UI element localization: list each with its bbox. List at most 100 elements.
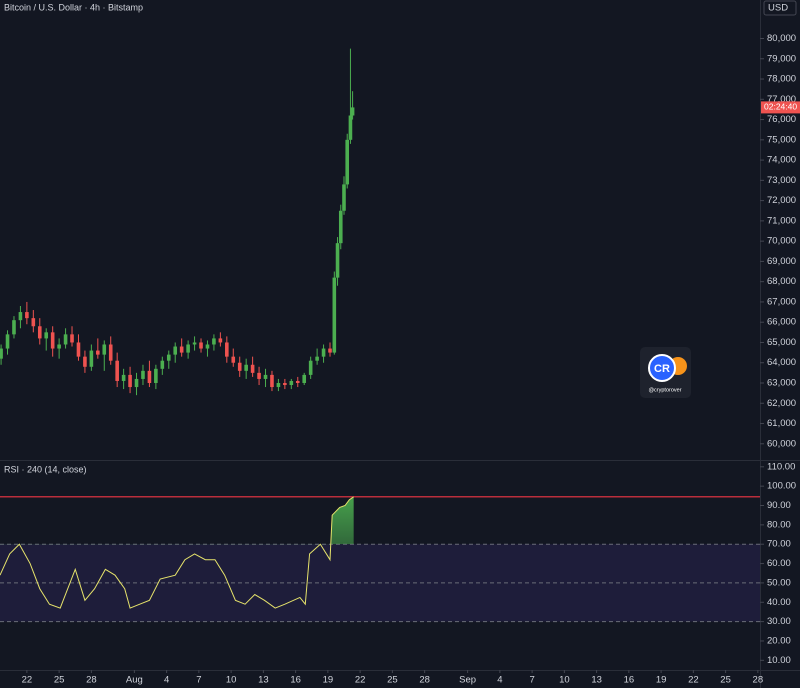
candle-body <box>276 382 281 388</box>
y-tick-label: 75,000 <box>767 134 796 145</box>
y-tick-label: 80,000 <box>767 33 796 44</box>
candle-body <box>350 107 355 116</box>
currency-label[interactable]: USD <box>768 3 788 14</box>
candle-body <box>332 277 337 353</box>
candle-body <box>186 344 190 353</box>
y-tick-label: 110.00 <box>767 461 795 472</box>
chart-title: Bitcoin / U.S. Dollar · 4h · Bitstamp <box>4 2 143 12</box>
candle-body <box>231 356 236 363</box>
x-tick-label: 28 <box>419 675 430 686</box>
candle-body <box>173 346 178 355</box>
watermark-handle: @cryptorover <box>648 387 681 393</box>
y-tick-label: 70,000 <box>767 236 796 247</box>
y-tick-label: 79,000 <box>767 53 796 64</box>
currency-box[interactable] <box>763 0 797 16</box>
x-tick-label: 22 <box>22 675 33 686</box>
candle-body <box>237 362 242 371</box>
watermark: CR @cryptorover <box>640 347 691 398</box>
candle-body <box>335 243 340 278</box>
y-tick-label: 80.00 <box>767 519 791 530</box>
candle-body <box>283 382 287 386</box>
y-tick-label: 30.00 <box>767 616 791 627</box>
candle-body <box>18 312 23 321</box>
y-tick-label: 61,000 <box>767 418 796 429</box>
candle-body <box>179 346 184 353</box>
x-tick-label: Sep <box>459 675 476 686</box>
rsi-title: RSI · 240 (14, close) <box>4 464 87 474</box>
candle-body <box>160 360 165 369</box>
y-tick-label: 40.00 <box>767 597 791 608</box>
y-tick-label: 50.00 <box>767 577 791 588</box>
rsi-line <box>0 496 354 609</box>
x-tick-label: 25 <box>387 675 398 686</box>
candle-body <box>263 374 268 379</box>
x-tick-label: 13 <box>258 675 269 686</box>
x-tick-label: 19 <box>323 675 334 686</box>
candle-body <box>134 378 139 388</box>
y-tick-label: 70.00 <box>767 539 791 550</box>
candle-body <box>244 364 248 371</box>
x-tick-label: 22 <box>355 675 366 686</box>
y-tick-label: 60,000 <box>767 438 796 449</box>
x-tick-label: 4 <box>164 675 169 686</box>
y-tick-label: 60.00 <box>767 558 791 569</box>
candle-body <box>225 342 229 357</box>
candle-body <box>121 374 126 381</box>
candle-body <box>345 139 350 185</box>
x-tick-label: 22 <box>688 675 699 686</box>
candle-body <box>338 210 343 244</box>
x-tick-label: 16 <box>624 675 635 686</box>
y-tick-label: 90.00 <box>767 500 791 511</box>
y-tick-label: 71,000 <box>767 215 796 226</box>
candle-body <box>257 372 261 379</box>
candle-body <box>0 348 3 359</box>
candle-body <box>70 334 74 343</box>
y-tick-label: 73,000 <box>767 175 796 186</box>
candle-body <box>102 344 107 355</box>
candle-body <box>115 360 119 381</box>
candle-body <box>342 184 346 211</box>
y-tick-label: 20.00 <box>767 635 791 646</box>
candle-body <box>141 370 145 379</box>
candle-body <box>192 342 197 345</box>
candle-body <box>44 332 49 339</box>
candle-body <box>83 356 87 367</box>
candle-body <box>315 356 319 361</box>
candle-body <box>50 332 55 349</box>
candle-body <box>205 344 210 349</box>
candle-body <box>108 344 113 361</box>
y-tick-label: 68,000 <box>767 276 796 287</box>
y-tick-label: 76,000 <box>767 114 796 125</box>
candle-body <box>321 348 326 357</box>
y-tick-label: 72,000 <box>767 195 796 206</box>
watermark-logo <box>648 354 676 382</box>
y-tick-label: 63,000 <box>767 378 796 389</box>
candle-body <box>154 368 158 383</box>
x-tick-label: 4 <box>497 675 502 686</box>
candle-body <box>250 364 255 373</box>
candle-body <box>128 374 132 388</box>
candle-body <box>308 360 313 375</box>
candle-body <box>212 338 216 345</box>
candle-body <box>63 334 68 345</box>
x-tick-label: 16 <box>290 675 301 686</box>
candle-body <box>25 312 29 319</box>
candle-body <box>76 342 81 357</box>
candle-body <box>96 350 100 355</box>
candle-body <box>302 374 307 383</box>
candle-body <box>147 370 152 383</box>
y-tick-label: 69,000 <box>767 256 796 267</box>
x-tick-label: 25 <box>720 675 731 686</box>
countdown-tag <box>761 101 800 114</box>
candle-body <box>37 326 42 339</box>
y-tick-label: 77,000 <box>767 94 796 105</box>
y-tick-label: 78,000 <box>767 74 796 85</box>
x-tick-label: 10 <box>226 675 237 686</box>
x-tick-label: 7 <box>529 675 534 686</box>
candle-body <box>289 380 294 386</box>
y-tick-label: 67,000 <box>767 296 796 307</box>
candle-body <box>199 342 203 349</box>
candle-body <box>5 334 10 349</box>
overbought-fill <box>330 496 354 545</box>
